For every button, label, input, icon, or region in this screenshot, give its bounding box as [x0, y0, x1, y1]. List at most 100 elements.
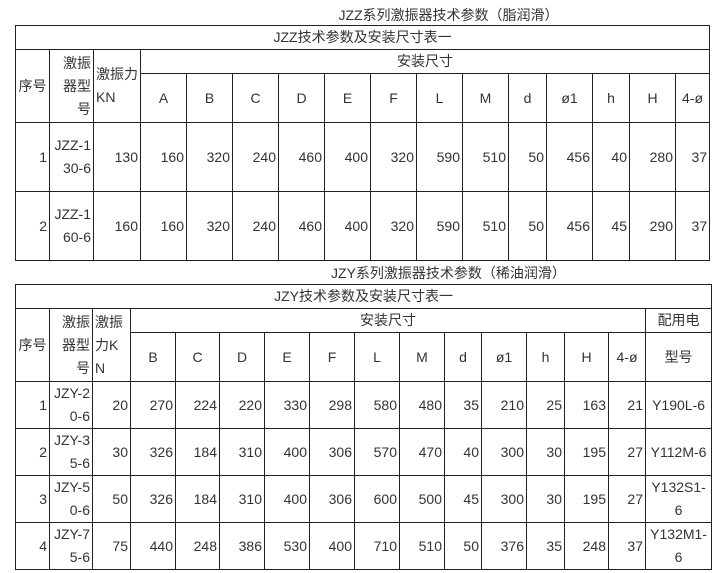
row-dim-value: 195	[564, 475, 609, 523]
row-dim-value: 40	[444, 428, 482, 476]
header-model: 激振器型号	[49, 49, 94, 123]
row-dim-value: 386	[219, 522, 265, 570]
row-dim-value: 27	[608, 475, 646, 523]
header-dim: F	[309, 332, 355, 382]
header-dim: M	[462, 73, 509, 123]
row-motor-model: Y190L-6	[644, 381, 713, 429]
row-dim-value: 326	[130, 475, 176, 523]
row-no: 2	[15, 428, 50, 476]
header-dim: L	[416, 73, 463, 123]
row-dim-value: 306	[309, 475, 355, 523]
header-dim: A	[140, 73, 187, 123]
row-dim-value: 320	[186, 122, 233, 192]
row-dim-value: 530	[264, 522, 310, 570]
row-model: JZY-35-6	[49, 428, 93, 476]
row-force: 160	[93, 191, 141, 261]
row-dim-value: 30	[526, 475, 565, 523]
header-no: 序号	[15, 49, 50, 123]
row-dim-value: 280	[629, 122, 676, 192]
row-dim-value: 320	[186, 191, 233, 261]
header-dim: E	[324, 73, 371, 123]
row-dim-value: 310	[219, 475, 265, 523]
row-dim-value: 510	[462, 122, 509, 192]
table-row: 2 JZZ-160-6 160 160 320 240 460 400 320 590 510 50 4…	[15, 191, 711, 261]
row-dim-value: 248	[175, 522, 220, 570]
row-dim-value: 210	[481, 381, 527, 429]
header-no: 序号	[15, 308, 50, 382]
row-dim-value: 320	[370, 191, 417, 261]
row-dim-value: 400	[264, 428, 310, 476]
row-force: 75	[92, 522, 131, 570]
row-dim-value: 50	[508, 191, 547, 261]
row-dim-value: 37	[608, 522, 646, 570]
row-dim-value: 21	[608, 381, 646, 429]
row-dim-value: 160	[140, 122, 187, 192]
header-dim: C	[232, 73, 279, 123]
row-force: 130	[93, 122, 141, 192]
header-model: 激振器型号	[49, 308, 93, 382]
jzy-spec-table: JZY技术参数及安装尺寸表一 序号 激振器型号 激振力KN 安装尺寸 配用电 B C D E F L M…	[14, 284, 713, 570]
header-install-dims: 安装尺寸	[130, 308, 646, 333]
row-dim-value: 460	[278, 191, 325, 261]
row-dim-value: 590	[416, 191, 463, 261]
row-dim-value: 37	[674, 191, 711, 261]
row-dim-value: 298	[309, 381, 355, 429]
header-dim: H	[564, 332, 609, 382]
table-row: 1 JZZ-130-6 130 160 320 240 460 400 320 590 510 50 4…	[15, 122, 711, 192]
header-dim: H	[629, 73, 676, 123]
row-no: 4	[15, 522, 50, 570]
row-dim-value: 470	[399, 428, 445, 476]
row-dim-value: 440	[130, 522, 176, 570]
header-dim: L	[354, 332, 400, 382]
row-dim-value: 510	[399, 522, 445, 570]
header-motor-model: 型号	[644, 332, 713, 382]
row-force: 50	[92, 475, 131, 523]
row-dim-value: 27	[608, 428, 646, 476]
header-dim: h	[526, 332, 565, 382]
header-dim: h	[592, 73, 630, 123]
row-force: 30	[92, 428, 131, 476]
row-dim-value: 160	[140, 191, 187, 261]
row-dim-value: 224	[175, 381, 220, 429]
row-dim-value: 580	[354, 381, 400, 429]
row-dim-value: 50	[444, 522, 482, 570]
row-dim-value: 500	[399, 475, 445, 523]
row-dim-value: 45	[592, 191, 630, 261]
row-dim-value: 50	[508, 122, 547, 192]
row-dim-value: 35	[526, 522, 565, 570]
row-dim-value: 510	[462, 191, 509, 261]
jzy-table-wrap: JZY技术参数及安装尺寸表一 序号 激振器型号 激振力KN 安装尺寸 配用电 B C D E F L M…	[14, 284, 715, 570]
row-dim-value: 184	[175, 475, 220, 523]
row-dim-value: 290	[629, 191, 676, 261]
table-row: 4 JZY-75-6 75 440 248 386 530 400 710 510 50 376 35 2…	[15, 522, 713, 570]
header-dim: B	[186, 73, 233, 123]
row-model: JZY-50-6	[49, 475, 93, 523]
row-dim-value: 195	[564, 428, 609, 476]
header-force: 激振力KN	[92, 308, 131, 382]
row-dim-value: 400	[324, 122, 371, 192]
header-dim: B	[130, 332, 176, 382]
row-dim-value: 300	[481, 475, 527, 523]
table-row: 3 JZY-50-6 50 326 184 310 400 306 600 500 45 300 30 1…	[15, 475, 713, 523]
row-no: 1	[15, 122, 50, 192]
row-dim-value: 270	[130, 381, 176, 429]
table-subtitle: JZZ技术参数及安装尺寸表一	[14, 25, 711, 50]
row-model: JZY-75-6	[49, 522, 93, 570]
row-dim-value: 45	[444, 475, 482, 523]
row-dim-value: 600	[354, 475, 400, 523]
row-model: JZZ-130-6	[49, 122, 94, 192]
row-dim-value: 220	[219, 381, 265, 429]
row-dim-value: 710	[354, 522, 400, 570]
header-motor: 配用电	[644, 308, 713, 333]
header-dim: 4-ø	[674, 73, 711, 123]
table-subtitle: JZY技术参数及安装尺寸表一	[14, 284, 713, 309]
row-dim-value: 400	[309, 522, 355, 570]
header-dim: C	[175, 332, 220, 382]
row-dim-value: 330	[264, 381, 310, 429]
header-dim: d	[444, 332, 482, 382]
row-dim-value: 456	[546, 191, 593, 261]
row-dim-value: 35	[444, 381, 482, 429]
row-dim-value: 400	[324, 191, 371, 261]
jzy-title: JZY系列激振器技术参数（稀油润滑）	[331, 265, 566, 281]
